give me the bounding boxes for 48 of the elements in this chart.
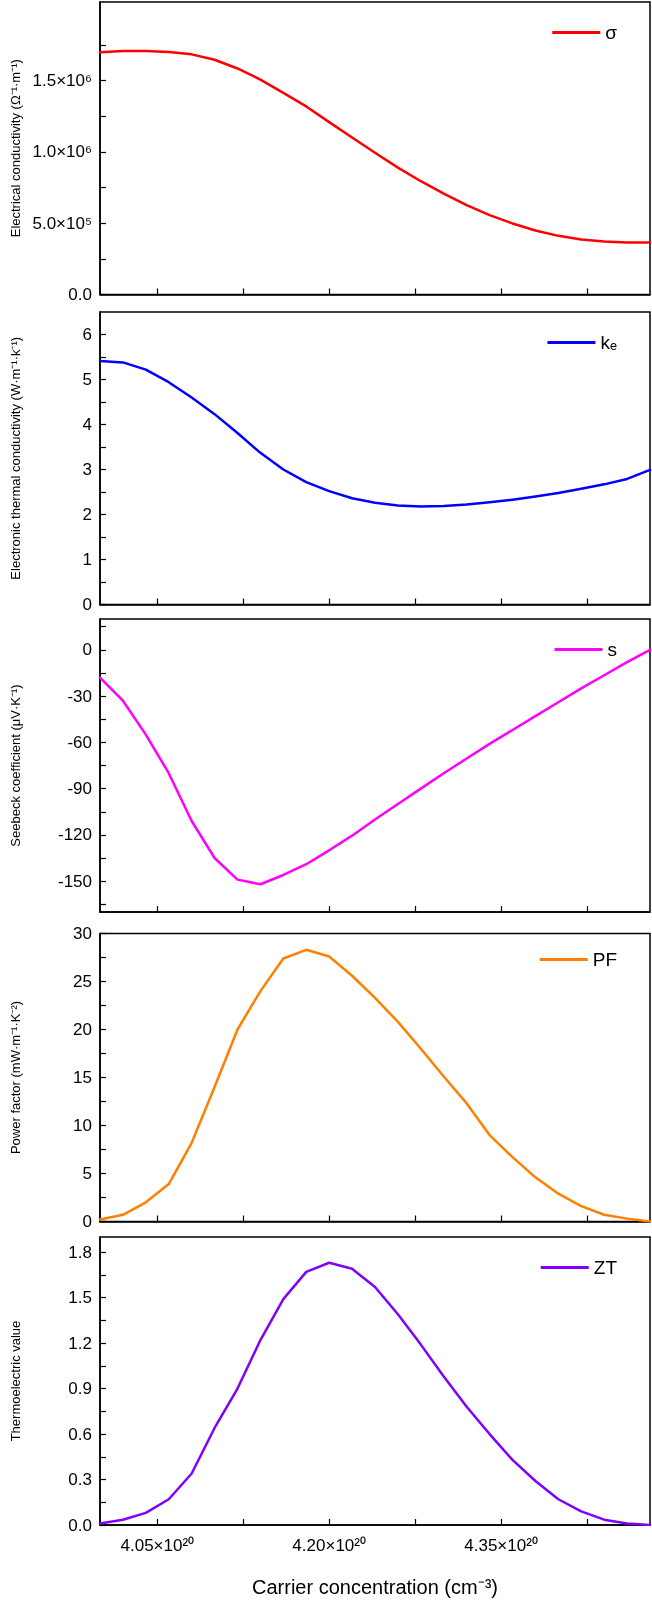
y-tick-label: 2 (82, 505, 92, 524)
y-tick-label: 0.3 (68, 1470, 92, 1490)
y-axis-title: Thermoelectric value (8, 1320, 23, 1442)
legend-label: PF (592, 949, 617, 970)
y-tick-label: -120 (57, 825, 92, 845)
y-tick-label: 25 (73, 972, 92, 991)
y-tick-label: -60 (67, 732, 92, 752)
y-tick-label: 10 (73, 1116, 92, 1135)
legend-label: ZT (593, 1257, 618, 1278)
line-series (98, 359, 652, 508)
y-axis-title: Seebeck coefficient (μV·K⁻¹) (8, 684, 23, 847)
y-tick-label: 15 (73, 1068, 92, 1087)
y-tick-label: 0 (82, 640, 92, 660)
y-tick-label: -30 (67, 686, 92, 706)
x-tick-label: 4.05×10²⁰ (120, 1536, 195, 1555)
x-tick-label: 4.35×10²⁰ (464, 1536, 538, 1555)
y-tick-label: 0.9 (68, 1379, 92, 1399)
y-tick-label: 3 (82, 460, 92, 479)
y-tick-label: 1.2 (68, 1333, 92, 1353)
y-tick-label: 0.0 (68, 285, 92, 304)
legend-label: σ (605, 22, 618, 43)
legend-label: s (607, 639, 617, 660)
y-tick-label: 1 (82, 550, 92, 569)
y-tick-label: 1.8 (68, 1242, 92, 1262)
y-axis-title: Power factor (mW·m⁻¹·K⁻²) (8, 1000, 23, 1155)
y-tick-label: 1.0×10⁶ (32, 142, 92, 162)
y-tick-label: 0.0 (68, 1515, 92, 1535)
y-tick-label: 1.5×10⁶ (32, 70, 92, 90)
legend-label: kₑ (600, 332, 617, 353)
y-tick-label: 30 (73, 924, 92, 943)
y-tick-label: -150 (57, 871, 92, 891)
y-axis-title: Electronic thermal conductivity (W·m⁻¹·k⁻¹) (8, 336, 23, 580)
y-axis-title: Electrical conductivity (Ω⁻¹·m⁻¹) (7, 59, 23, 238)
y-tick-label: 20 (73, 1020, 92, 1039)
y-tick-label: 4 (82, 415, 92, 434)
line-series (98, 49, 652, 244)
y-tick-label: 1.5 (68, 1288, 92, 1308)
y-tick-label: 0 (82, 595, 92, 614)
x-axis-title: Carrier concentration (cm⁻³) (252, 1576, 498, 1598)
y-tick-label: 0 (82, 1212, 92, 1231)
line-series (98, 648, 652, 886)
x-tick-label: 4.20×10²⁰ (292, 1536, 366, 1555)
y-tick-label: 5 (82, 370, 92, 389)
y-tick-label: 5.0×10⁵ (32, 213, 92, 233)
y-tick-label: -90 (67, 779, 92, 799)
y-tick-label: 6 (82, 325, 92, 344)
y-tick-label: 5 (82, 1164, 92, 1183)
y-tick-label: 0.6 (68, 1424, 92, 1444)
